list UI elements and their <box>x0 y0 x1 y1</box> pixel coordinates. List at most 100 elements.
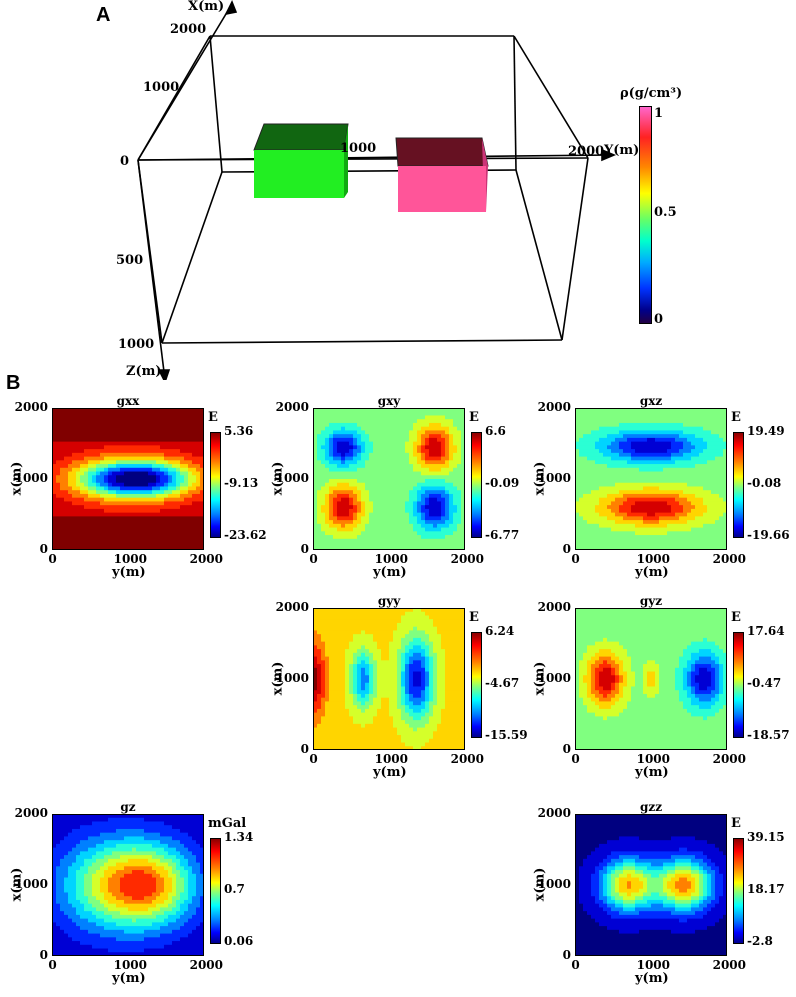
gyy-colorbar-mid: -4.67 <box>485 676 520 690</box>
gxz-title: gxz <box>639 394 663 408</box>
gxx-colorbar-min: -23.62 <box>224 528 267 542</box>
z-tick-500: 500 <box>116 253 144 268</box>
gzz-xtick: 0 <box>571 958 580 972</box>
gyz-xlabel: y(m) <box>635 765 669 780</box>
x-axis-label: X(m) <box>188 0 225 14</box>
gz-ylabel: x(m) <box>9 867 25 902</box>
x-tick-1000: 1000 <box>143 80 180 95</box>
gzz-ytick: 2000 <box>537 806 571 820</box>
gyz-unit: E <box>731 610 741 625</box>
gz-ytick: 0 <box>39 948 48 962</box>
gxy-title: gxy <box>377 394 401 408</box>
gxy-ylabel: x(m) <box>270 461 286 496</box>
gz-colorbar <box>210 838 221 944</box>
gz-colorbar-max: 1.34 <box>224 830 254 844</box>
gzz-unit: E <box>731 816 741 831</box>
gxy-colorbar-mid: -0.09 <box>485 476 520 490</box>
z-axis-label: Z(m) <box>126 364 162 379</box>
gyy-colorbar-min: -15.59 <box>485 728 528 742</box>
gxz-colorbar-max: 19.49 <box>747 424 785 438</box>
gyy-colorbar-max: 6.24 <box>485 624 515 638</box>
gz-xtick: 0 <box>48 958 57 972</box>
gzz-xlabel: y(m) <box>635 971 669 986</box>
gyy-title: gyy <box>377 594 401 608</box>
gxy-xtick: 2000 <box>450 552 484 566</box>
gxy-colorbar-min: -6.77 <box>485 528 520 542</box>
gyz-xtick: 2000 <box>712 752 746 766</box>
y-tick-2000: 2000 <box>568 144 605 159</box>
panel-a-3d-model <box>137 0 617 380</box>
gyy-heatmap <box>313 608 465 750</box>
gyz-title: gyz <box>639 594 663 608</box>
gzz-xtick: 1000 <box>636 958 670 972</box>
gxy-xtick: 1000 <box>374 552 408 566</box>
density-colorbar-title: ρ(g/cm³) <box>620 86 683 101</box>
gzz-colorbar-min: -2.8 <box>747 934 773 948</box>
gxz-ytick: 1000 <box>537 471 571 485</box>
gxx-colorbar-max: 5.36 <box>224 424 254 438</box>
gyy-ytick: 0 <box>300 742 309 756</box>
gz-unit: mGal <box>208 816 247 831</box>
gxz-colorbar <box>733 432 744 538</box>
gyz-xtick: 1000 <box>636 752 670 766</box>
green-block <box>253 123 349 198</box>
gzz-ylabel: x(m) <box>532 867 548 902</box>
y-tick-1000: 1000 <box>340 141 377 156</box>
gxz-heatmap <box>575 408 727 550</box>
gyy-colorbar <box>471 632 482 738</box>
panel-a-label: A <box>96 4 111 26</box>
gxy-unit: E <box>469 410 479 425</box>
gxx-xlabel: y(m) <box>112 565 146 580</box>
gyz-colorbar <box>733 632 744 738</box>
gzz-ytick: 0 <box>562 948 571 962</box>
gxy-heatmap <box>313 408 465 550</box>
gzz-title: gzz <box>639 800 663 814</box>
density-colorbar <box>639 106 652 324</box>
panel-b-label: B <box>6 372 21 394</box>
gyz-colorbar-min: -18.57 <box>747 728 790 742</box>
gyy-xtick: 0 <box>309 752 318 766</box>
origin-tick: 0 <box>120 154 130 169</box>
gyy-ytick: 2000 <box>275 600 309 614</box>
gxx-xtick: 0 <box>48 552 57 566</box>
gxz-ytick: 2000 <box>537 400 571 414</box>
gyy-xtick: 1000 <box>374 752 408 766</box>
gzz-xtick: 2000 <box>712 958 746 972</box>
gz-xtick: 2000 <box>189 958 223 972</box>
gz-xlabel: y(m) <box>112 971 146 986</box>
gyy-ylabel: x(m) <box>270 661 286 696</box>
gxx-ylabel: x(m) <box>9 461 25 496</box>
gxz-xtick: 0 <box>571 552 580 566</box>
z-tick-1000: 1000 <box>118 337 155 352</box>
gxz-xtick: 2000 <box>712 552 746 566</box>
gz-ytick: 2000 <box>14 806 48 820</box>
density-colorbar-max: 1 <box>654 106 664 121</box>
gxz-xtick: 1000 <box>636 552 670 566</box>
density-colorbar-min: 0 <box>654 312 664 327</box>
gyz-ylabel: x(m) <box>532 661 548 696</box>
gyz-colorbar-max: 17.64 <box>747 624 785 638</box>
gxx-ytick: 2000 <box>14 400 48 414</box>
gxy-xtick: 0 <box>309 552 318 566</box>
gxz-ylabel: x(m) <box>532 461 548 496</box>
density-colorbar-mid: 0.5 <box>654 205 677 220</box>
gyy-ytick: 1000 <box>275 671 309 685</box>
gxx-title: gxx <box>116 394 140 408</box>
gzz-ytick: 1000 <box>537 877 571 891</box>
pink-block <box>395 137 489 212</box>
gxz-xlabel: y(m) <box>635 565 669 580</box>
gz-colorbar-min: 0.06 <box>224 934 254 948</box>
gzz-heatmap <box>575 814 727 956</box>
gxy-colorbar <box>471 432 482 538</box>
y-axis-label: Y(m) <box>604 143 640 158</box>
gyz-xtick: 0 <box>571 752 580 766</box>
gxx-ytick: 0 <box>39 542 48 556</box>
gz-xtick: 1000 <box>113 958 147 972</box>
gxy-ytick: 1000 <box>275 471 309 485</box>
gyy-xlabel: y(m) <box>373 765 407 780</box>
gzz-colorbar-mid: 18.17 <box>747 882 785 896</box>
gxy-ytick: 0 <box>300 542 309 556</box>
gyz-heatmap <box>575 608 727 750</box>
x-tick-2000: 2000 <box>170 22 207 37</box>
gz-title: gz <box>120 800 136 814</box>
